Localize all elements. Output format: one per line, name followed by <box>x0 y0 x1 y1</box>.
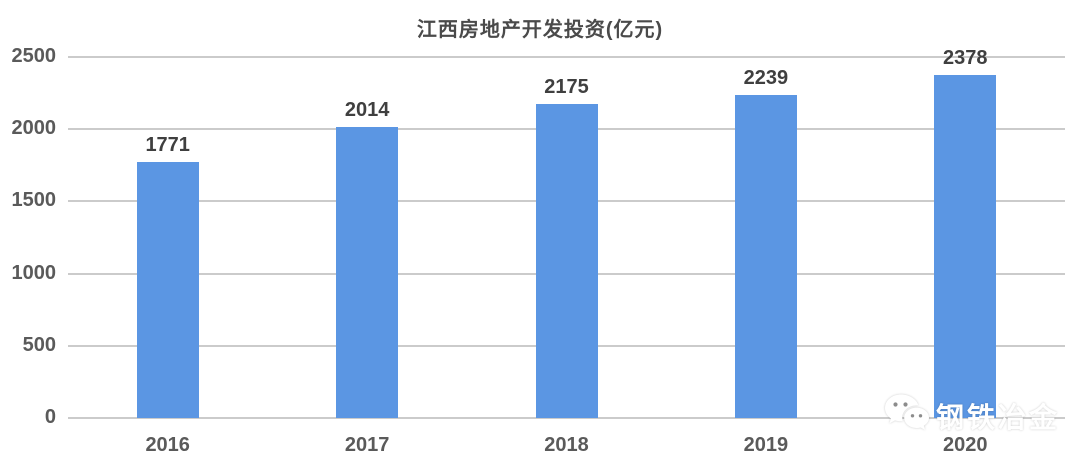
y-tick-label-1500: 1500 <box>11 189 57 212</box>
x-tick-label-2020: 2020 <box>943 434 988 456</box>
wechat-icon <box>884 393 930 438</box>
y-tick-label-2000: 2000 <box>11 117 57 140</box>
x-tick-label-2019: 2019 <box>743 434 789 456</box>
y-tick-label-500: 500 <box>22 333 56 356</box>
chart-title: 江西房地产开发投资(亿元) <box>416 19 664 41</box>
x-tick-label-2018: 2018 <box>544 434 589 456</box>
watermark: 钢铁冶金 <box>884 393 1060 438</box>
bar-2016 <box>136 162 199 418</box>
y-tick-label-2500: 2500 <box>11 45 57 67</box>
bar-value-label-2020: 2378 <box>943 46 988 69</box>
x-tick-label-2016: 2016 <box>145 434 190 456</box>
y-tick-label-0: 0 <box>44 406 56 428</box>
bar-value-label-2018: 2175 <box>544 75 589 98</box>
gridline-0 <box>68 417 1065 419</box>
plot-area: 1771 2014 2175 2239 2378 <box>68 47 1065 419</box>
bar-2019 <box>734 94 797 418</box>
x-tick-label-2017: 2017 <box>344 434 390 456</box>
watermark-text: 钢铁冶金 <box>936 401 1061 433</box>
y-axis: 0 500 1000 1500 2000 2500 <box>0 45 58 428</box>
y-tick-label-1000: 1000 <box>11 261 57 284</box>
x-axis: 2016 2017 2018 2019 2020 <box>68 434 1065 460</box>
gridline-2500 <box>68 56 1065 58</box>
bar-value-label-2016: 1771 <box>145 134 190 157</box>
bar-2018 <box>535 103 598 418</box>
bar-2017 <box>336 127 399 418</box>
bar-2020 <box>934 74 997 418</box>
bar-value-label-2019: 2239 <box>743 66 789 89</box>
bar-value-label-2017: 2014 <box>344 99 390 122</box>
